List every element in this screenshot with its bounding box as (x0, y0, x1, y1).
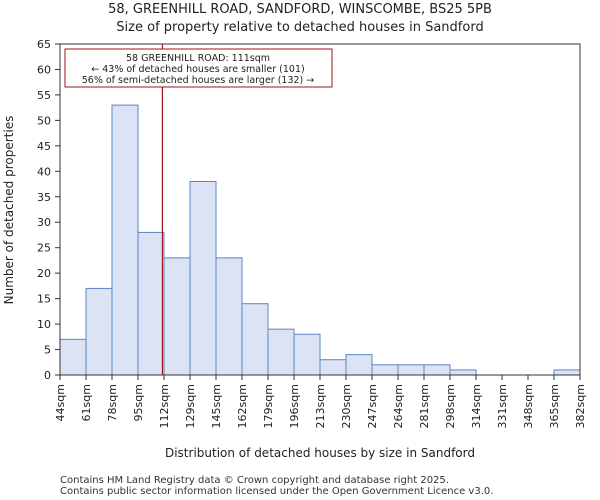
footer-line2: Contains public sector information licen… (60, 486, 493, 497)
histogram-bar (189, 180, 217, 376)
x-tick-label: 213sqm (314, 384, 327, 428)
y-tick-label: 0 (44, 369, 51, 382)
annotation-line3: 56% of semi-detached houses are larger (… (82, 75, 315, 86)
plot-area-frame (59, 43, 581, 376)
y-tick-label: 60 (37, 63, 51, 76)
x-tick-label: 298sqm (444, 384, 457, 428)
histogram-bar (137, 231, 165, 376)
histogram-bar (345, 354, 373, 376)
y-axis-ticks: 0 5 10 15 20 25 30 35 40 45 50 55 60 65 (37, 38, 60, 382)
x-tick-label: 112sqm (158, 384, 171, 428)
bars (59, 104, 581, 376)
x-tick-label: 382sqm (574, 384, 587, 428)
y-tick-label: 35 (37, 191, 51, 204)
x-tick-label: 365sqm (548, 384, 561, 428)
y-tick-label: 10 (37, 318, 51, 331)
y-tick-label: 50 (37, 114, 51, 127)
histogram-bar (553, 369, 581, 376)
histogram-bar (293, 333, 321, 376)
y-tick-label: 30 (37, 216, 51, 229)
footer-line1: Contains HM Land Registry data © Crown c… (60, 475, 449, 486)
histogram-bar (241, 303, 269, 376)
x-tick-label: 95sqm (132, 384, 145, 421)
y-tick-label: 40 (37, 165, 51, 178)
histogram-bar (111, 104, 139, 376)
x-tick-label: 179sqm (262, 384, 275, 428)
x-tick-label: 61sqm (80, 384, 93, 421)
chart-title-line2: Size of property relative to detached ho… (116, 20, 483, 35)
histogram-bar (397, 364, 425, 376)
x-tick-label: 78sqm (106, 384, 119, 421)
histogram-bar (267, 328, 295, 376)
histogram-bar (215, 257, 243, 376)
histogram-bar (59, 338, 87, 376)
x-tick-label: 331sqm (496, 384, 509, 428)
y-axis-label: Number of detached properties (2, 116, 16, 305)
x-tick-label: 145sqm (210, 384, 223, 428)
histogram-bar (423, 364, 451, 376)
annotation-line1: 58 GREENHILL ROAD: 111sqm (126, 53, 270, 64)
y-tick-label: 15 (37, 293, 51, 306)
x-tick-label: 247sqm (366, 384, 379, 428)
x-tick-label: 44sqm (54, 384, 67, 421)
annotation-frame (64, 48, 333, 88)
annotation-line2: ← 43% of detached houses are smaller (10… (91, 64, 304, 75)
y-tick-label: 65 (37, 38, 51, 51)
y-tick-label: 25 (37, 242, 51, 255)
x-tick-label: 230sqm (340, 384, 353, 428)
y-tick-label: 55 (37, 89, 51, 102)
x-tick-label: 314sqm (470, 384, 483, 428)
x-axis-ticks: 44sqm 61sqm 78sqm 95sqm 112sqm 129sqm 145sqm 16… (54, 375, 587, 428)
y-tick-label: 45 (37, 140, 51, 153)
histogram-bar (449, 369, 477, 376)
x-tick-label: 281sqm (418, 384, 431, 428)
y-tick-label: 20 (37, 267, 51, 280)
histogram-bar (319, 359, 347, 376)
histogram-bar (371, 364, 399, 376)
x-tick-label: 348sqm (522, 384, 535, 428)
chart-title-line1: 58, GREENHILL ROAD, SANDFORD, WINSCOMBE,… (108, 2, 492, 17)
x-tick-label: 162sqm (236, 384, 249, 428)
x-tick-label: 129sqm (184, 384, 197, 428)
x-axis-label: Distribution of detached houses by size … (165, 446, 475, 460)
x-tick-label: 264sqm (392, 384, 405, 428)
annotation-box: 58 GREENHILL ROAD: 111sqm ← 43% of detac… (64, 48, 333, 88)
y-tick-label: 5 (44, 344, 51, 357)
histogram-bar (163, 257, 191, 376)
histogram-bar (85, 287, 113, 376)
x-tick-label: 196sqm (288, 384, 301, 428)
